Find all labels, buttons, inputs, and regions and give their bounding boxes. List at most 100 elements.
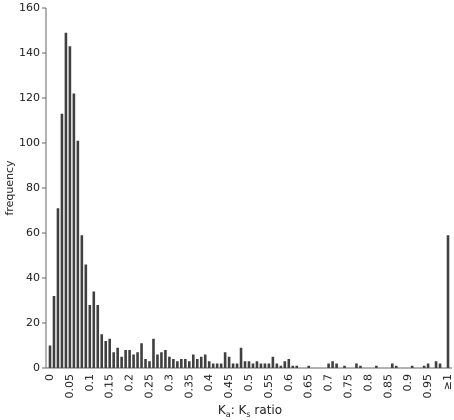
x-tick-label: 0.75 bbox=[342, 374, 355, 399]
x-tick-label: 0.35 bbox=[182, 374, 195, 399]
bar bbox=[72, 93, 76, 368]
bar bbox=[219, 363, 223, 368]
bar bbox=[355, 363, 358, 368]
bar bbox=[195, 359, 199, 368]
bar bbox=[279, 365, 283, 368]
x-axis-title-subscript: a bbox=[226, 410, 231, 419]
bar bbox=[223, 352, 227, 368]
x-tick-label: 0.3 bbox=[162, 374, 175, 392]
x-tick-label: ≥1 bbox=[441, 374, 454, 390]
bar bbox=[263, 363, 267, 368]
bar bbox=[80, 235, 84, 368]
bar bbox=[76, 140, 80, 368]
bar bbox=[104, 341, 108, 368]
bar bbox=[227, 356, 231, 368]
x-tick-label: 0.8 bbox=[361, 374, 374, 392]
bar bbox=[164, 350, 167, 368]
bar bbox=[235, 363, 239, 368]
y-tick-label: 120 bbox=[19, 91, 40, 104]
bar bbox=[52, 296, 56, 368]
y-tick-label: 40 bbox=[26, 271, 40, 284]
bar bbox=[359, 365, 362, 368]
y-tick-label: 60 bbox=[26, 226, 40, 239]
x-tick-label: 0.6 bbox=[282, 374, 295, 392]
x-tick-label: 0.9 bbox=[401, 374, 414, 392]
x-tick-label: 0.45 bbox=[222, 374, 235, 399]
bar bbox=[327, 363, 330, 368]
bar bbox=[156, 354, 159, 368]
bar bbox=[259, 363, 263, 368]
bar bbox=[184, 359, 187, 368]
bar bbox=[56, 208, 60, 368]
bar bbox=[231, 363, 235, 368]
x-tick-label: 0.95 bbox=[421, 374, 434, 399]
bar bbox=[116, 347, 119, 368]
bar bbox=[160, 352, 163, 368]
bar bbox=[375, 365, 378, 368]
bar bbox=[335, 363, 338, 368]
x-axis-title-part: ratio bbox=[251, 403, 282, 417]
bar bbox=[168, 356, 171, 368]
bar bbox=[48, 345, 52, 368]
bar bbox=[295, 365, 299, 368]
bar bbox=[203, 354, 207, 368]
bar bbox=[108, 338, 111, 368]
bar bbox=[251, 363, 255, 368]
y-tick-label: 100 bbox=[19, 136, 40, 149]
bar bbox=[132, 354, 135, 368]
y-tick-label: 160 bbox=[19, 1, 40, 14]
bar bbox=[120, 356, 123, 368]
bar bbox=[283, 361, 287, 368]
bar bbox=[92, 291, 96, 368]
bar bbox=[390, 363, 394, 368]
bar bbox=[140, 343, 143, 368]
bar bbox=[287, 359, 291, 368]
bar bbox=[267, 363, 271, 368]
bar bbox=[180, 359, 183, 368]
bar bbox=[176, 361, 179, 368]
bar bbox=[88, 305, 92, 368]
y-tick-label: 140 bbox=[19, 46, 40, 59]
bar bbox=[188, 361, 191, 368]
bar bbox=[207, 361, 211, 368]
bar bbox=[215, 363, 219, 368]
x-tick-label: 0.4 bbox=[202, 374, 215, 392]
x-tick-label: 0.25 bbox=[143, 374, 156, 399]
bar bbox=[239, 347, 243, 368]
x-tick-label: 0.55 bbox=[262, 374, 275, 399]
bar bbox=[255, 361, 259, 368]
bar bbox=[64, 32, 68, 368]
x-tick-label: 0.15 bbox=[103, 374, 116, 399]
bar bbox=[291, 365, 295, 368]
bar bbox=[128, 350, 131, 368]
x-axis-title-subscript: s bbox=[246, 410, 250, 419]
bar bbox=[247, 361, 251, 368]
bar bbox=[446, 235, 450, 368]
bar bbox=[422, 365, 426, 368]
x-tick-label: 0.2 bbox=[123, 374, 136, 392]
bar bbox=[100, 334, 104, 368]
x-axis-title: Ka: Ks ratio bbox=[218, 403, 282, 420]
bar bbox=[124, 350, 127, 368]
x-tick-label: 0.7 bbox=[322, 374, 335, 392]
bar bbox=[434, 361, 438, 368]
y-tick-label: 80 bbox=[26, 181, 40, 194]
bar bbox=[191, 354, 195, 368]
bar bbox=[136, 352, 139, 368]
bar bbox=[410, 365, 414, 368]
bar bbox=[331, 361, 334, 368]
x-axis-title-part: K bbox=[218, 403, 227, 417]
bar bbox=[307, 365, 310, 368]
bar bbox=[438, 363, 442, 368]
bar bbox=[60, 113, 64, 368]
bar bbox=[148, 361, 151, 368]
x-tick-label: 0.05 bbox=[63, 374, 76, 399]
bar bbox=[172, 359, 175, 368]
bar bbox=[144, 359, 147, 368]
x-tick-label: 0.1 bbox=[83, 374, 96, 392]
bar bbox=[112, 352, 115, 368]
x-axis-title-part: : K bbox=[231, 403, 248, 417]
y-tick-label: 0 bbox=[33, 361, 40, 374]
x-tick-label: 0.5 bbox=[242, 374, 255, 392]
